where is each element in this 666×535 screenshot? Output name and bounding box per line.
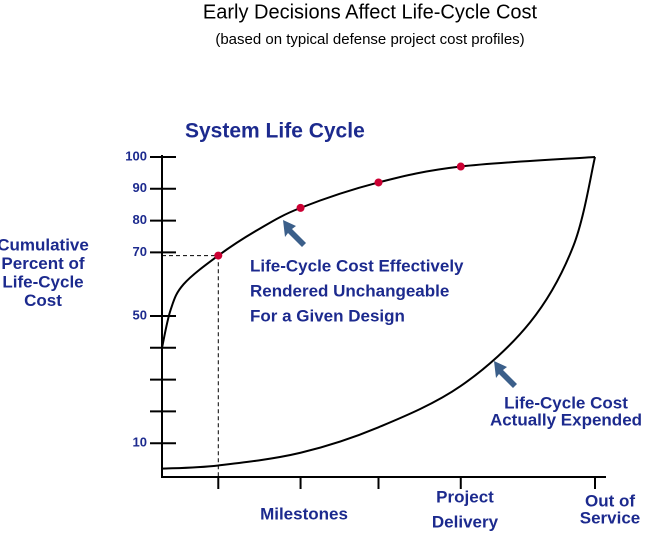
y-tick-label: 90 — [133, 180, 147, 195]
y-axis-label: Percent of — [1, 254, 84, 273]
x-label: Out of — [585, 491, 635, 510]
chart-heading: System Life Cycle — [185, 120, 365, 143]
point — [374, 178, 383, 187]
chart-subtitle: (based on typical defense project cost p… — [215, 31, 524, 48]
point — [296, 203, 305, 212]
point — [456, 162, 465, 171]
x-label: Milestones — [260, 504, 348, 523]
arrow — [494, 361, 517, 388]
x-label: Service — [580, 508, 641, 527]
x-label: Project — [436, 487, 494, 506]
y-tick-label: 10 — [133, 435, 147, 450]
annotation: Actually Expended — [490, 410, 642, 429]
line — [161, 156, 596, 470]
y-axis-label: Life-Cycle — [2, 272, 83, 291]
chart-title: Early Decisions Affect Life-Cycle Cost — [203, 1, 538, 23]
y-axis-label: Cost — [24, 291, 62, 310]
y-tick-label: 80 — [133, 212, 147, 227]
annotation: Rendered Unchangeable — [250, 281, 449, 300]
point — [214, 251, 223, 260]
arrow — [283, 220, 306, 247]
x-label: Delivery — [432, 512, 499, 531]
y-axis-label: Cumulative — [0, 235, 89, 254]
y-tick-label: 100 — [125, 148, 147, 163]
y-tick-label: 70 — [133, 244, 147, 259]
y-tick-label: 50 — [133, 307, 147, 322]
annotation: Life-Cycle Cost — [504, 393, 628, 412]
annotation: For a Given Design — [250, 306, 405, 325]
annotation: Life-Cycle Cost Effectively — [250, 256, 464, 275]
